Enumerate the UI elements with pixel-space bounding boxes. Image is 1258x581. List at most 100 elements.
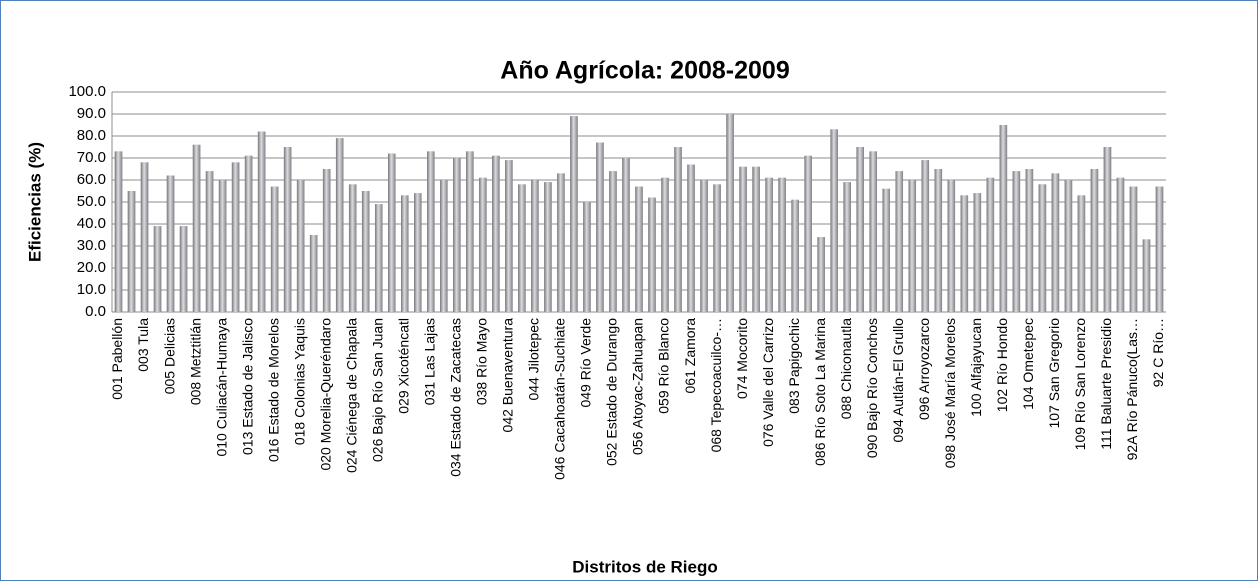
x-tick-label: 059 Río Blanco bbox=[656, 318, 672, 414]
x-tick-label: 038 Río Mayo bbox=[474, 318, 490, 405]
y-tick-label: 40.0 bbox=[77, 215, 106, 232]
bar-shine bbox=[973, 193, 982, 312]
y-tick-label: 10.0 bbox=[77, 281, 106, 298]
x-tick-label: 92 C Río… bbox=[1150, 318, 1166, 387]
x-tick-label: 052 Estado de Durango bbox=[604, 318, 620, 466]
bar-shine bbox=[583, 202, 591, 312]
bar-shine bbox=[401, 195, 409, 312]
x-tick-label: 096 Arroyozarco bbox=[916, 318, 932, 420]
x-tick-label: 090 Bajo Río Conchos bbox=[864, 318, 880, 458]
bar-shine bbox=[986, 177, 995, 312]
bar-shine bbox=[557, 173, 565, 312]
x-tick-label: 018 Colonias Yaquis bbox=[291, 318, 307, 445]
bar-shine bbox=[479, 177, 487, 312]
bar-shine bbox=[739, 166, 747, 312]
bar-shine bbox=[726, 114, 734, 312]
x-tick-label: 061 Zamora bbox=[682, 318, 698, 394]
x-tick-label: 111 Baluarte Presidio bbox=[1098, 318, 1114, 450]
bar-shine bbox=[869, 151, 877, 312]
x-tick-label: 001 Pabellón bbox=[109, 318, 125, 400]
bar-shine bbox=[427, 151, 435, 312]
bar-shine bbox=[166, 175, 175, 312]
x-tick-label: 044 Jilotepec bbox=[526, 318, 542, 401]
bar-shine bbox=[1155, 186, 1164, 312]
bar-shine bbox=[114, 151, 123, 312]
bar-shine bbox=[830, 129, 838, 312]
bar-shine bbox=[765, 177, 773, 312]
y-tick-label: 20.0 bbox=[77, 259, 106, 276]
bar-shine bbox=[192, 144, 201, 312]
bar-shine bbox=[231, 162, 240, 312]
bar-shine bbox=[270, 186, 279, 312]
bar-shine bbox=[960, 195, 969, 312]
bar-shine bbox=[348, 184, 357, 312]
x-tick-label: 013 Estado de Jalisco bbox=[239, 318, 255, 455]
bar-shine bbox=[518, 184, 526, 312]
x-tick-label: 102 Río Hondo bbox=[994, 318, 1010, 412]
bar-shine bbox=[361, 191, 370, 312]
bar-shine bbox=[999, 125, 1008, 312]
bar-shine bbox=[895, 171, 904, 312]
bar-shine bbox=[648, 197, 656, 312]
x-tick-label: 104 Ometepec bbox=[1020, 318, 1036, 410]
x-tick-label: 016 Estado de Morelos bbox=[265, 318, 281, 462]
y-tick-label: 90.0 bbox=[77, 105, 106, 122]
y-tick-label: 0.0 bbox=[85, 303, 106, 320]
bar-shine bbox=[700, 180, 708, 312]
bar-shine bbox=[752, 166, 760, 312]
x-axis-title: Distritos de Riego bbox=[572, 557, 717, 576]
y-tick-label: 60.0 bbox=[77, 171, 106, 188]
bar-shine bbox=[244, 155, 253, 312]
bar-shine bbox=[1077, 195, 1086, 312]
bar-shine bbox=[153, 226, 162, 312]
y-tick-label: 80.0 bbox=[77, 127, 106, 144]
bar-shine bbox=[921, 160, 930, 312]
x-tick-label: 024 Ciénega de Chapala bbox=[343, 318, 359, 473]
bar-shine bbox=[544, 182, 552, 312]
bar-shine bbox=[127, 191, 136, 312]
x-tick-label: 083 Papigochic bbox=[786, 318, 802, 414]
bar-shine bbox=[622, 158, 630, 312]
bar-shine bbox=[322, 169, 331, 312]
bar-shine bbox=[674, 147, 682, 312]
bar-shine bbox=[856, 147, 864, 312]
bar-shine bbox=[635, 186, 643, 312]
bar-shine bbox=[661, 177, 669, 312]
bar-shine bbox=[791, 199, 799, 312]
x-tick-label: 086 Río Soto La Marina bbox=[812, 318, 828, 466]
chart-title: Año Agrícola: 2008-2009 bbox=[500, 57, 789, 85]
y-tick-label: 100.0 bbox=[68, 83, 106, 100]
bar-shine bbox=[1051, 173, 1060, 312]
x-tick-label: 046 Cacahoatán-Suchiate bbox=[552, 318, 568, 480]
bar-shine bbox=[713, 184, 721, 312]
x-tick-label: 003 Tula bbox=[135, 318, 151, 372]
bar-shine bbox=[1064, 180, 1073, 312]
bar-shine bbox=[257, 131, 266, 312]
x-tick-label: 005 Delicias bbox=[161, 318, 177, 394]
bar-shine bbox=[492, 155, 500, 312]
x-tick-label: 056 Atoyac-Zahuapan bbox=[630, 318, 646, 455]
bar-shine bbox=[1103, 147, 1112, 312]
bar-shine bbox=[1142, 239, 1151, 312]
bar-shine bbox=[374, 204, 383, 312]
bar-shine bbox=[440, 180, 448, 312]
bar-shine bbox=[1025, 169, 1034, 312]
x-tick-label: 010 Culiacán-Humaya bbox=[213, 318, 229, 457]
bar-shine bbox=[687, 164, 695, 312]
x-tick-label: 026 Bajo Río San Juan bbox=[369, 318, 385, 462]
bar-shine bbox=[140, 162, 149, 312]
bar-shine bbox=[596, 142, 604, 312]
x-tick-label: 008 Metztitlán bbox=[187, 318, 203, 405]
x-tick-label: 92A Río Pánuco(Las… bbox=[1124, 318, 1140, 460]
bar-shine bbox=[218, 180, 227, 312]
x-tick-label: 020 Morelia-Queréndaro bbox=[317, 318, 333, 471]
bar-shine bbox=[453, 158, 461, 312]
bar-shine bbox=[609, 171, 617, 312]
bar-shine bbox=[908, 180, 917, 312]
bar-shine bbox=[804, 155, 812, 312]
x-tick-label: 107 San Gregorio bbox=[1046, 318, 1062, 429]
bar-shine bbox=[1090, 169, 1099, 312]
bar-shine bbox=[778, 177, 786, 312]
bar-shine bbox=[309, 235, 318, 312]
